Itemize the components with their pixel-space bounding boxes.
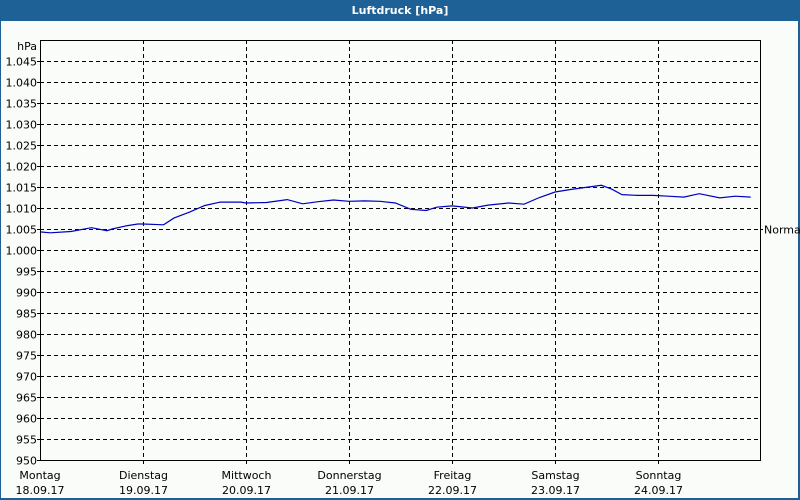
x-tick-day: Donnerstag xyxy=(317,469,381,482)
y-tick-label: 1.015 xyxy=(6,182,38,195)
x-tick-date: 19.09.17 xyxy=(119,484,168,497)
y-tick-label: 965 xyxy=(16,392,37,405)
x-tick-date: 22.09.17 xyxy=(428,484,477,497)
y-tick-label: 1.000 xyxy=(6,245,38,258)
y-tick-label: 950 xyxy=(16,455,37,468)
y-tick-label: 975 xyxy=(16,350,37,363)
y-tick-label: 970 xyxy=(16,371,37,384)
x-tick-day: Samstag xyxy=(531,469,579,482)
y-tick-label: 995 xyxy=(16,266,37,279)
x-tick-date: 21.09.17 xyxy=(325,484,374,497)
y-tick-label: 1.045 xyxy=(6,56,38,69)
y-tick-label: 1.030 xyxy=(6,119,38,132)
y-axis-unit: hPa xyxy=(17,40,37,53)
y-tick-label: 985 xyxy=(16,308,37,321)
x-axis: Montag 18.09.17 Dienstag 19.09.17 Mittwoch 20… xyxy=(16,460,683,497)
pressure-series-line xyxy=(39,184,751,234)
y-tick-label: 960 xyxy=(16,413,37,426)
x-tick-day: Montag xyxy=(19,469,60,482)
x-tick-date: 24.09.17 xyxy=(634,484,683,497)
y-tick-label: 1.005 xyxy=(6,224,38,237)
y-tick-label: 1.025 xyxy=(6,140,38,153)
y-tick-label: 980 xyxy=(16,329,37,342)
x-tick-day: Freitag xyxy=(434,469,472,482)
y-tick-label: 1.020 xyxy=(6,161,38,174)
y-tick-label: 955 xyxy=(16,434,37,447)
x-tick-day: Sonntag xyxy=(636,469,682,482)
y-tick-label: 1.040 xyxy=(6,77,38,90)
normal-annotation: Normal xyxy=(764,224,800,237)
grid-lines xyxy=(40,40,760,460)
y-tick-label: 1.010 xyxy=(6,203,38,216)
x-tick-date: 23.09.17 xyxy=(531,484,580,497)
chart-title-bar: Luftdruck [hPa] xyxy=(0,0,800,21)
y-axis: 950 955 960 965 970 975 980 985 990 995 1.000 1.005… xyxy=(6,56,763,468)
plot-frame xyxy=(40,40,761,461)
x-tick-day: Dienstag xyxy=(119,469,168,482)
x-tick-day: Mittwoch xyxy=(222,469,272,482)
x-tick-date: 20.09.17 xyxy=(222,484,271,497)
chart-title: Luftdruck [hPa] xyxy=(351,4,449,17)
y-tick-label: 1.035 xyxy=(6,98,38,111)
x-tick-date: 18.09.17 xyxy=(16,484,65,497)
y-tick-label: 990 xyxy=(16,287,37,300)
